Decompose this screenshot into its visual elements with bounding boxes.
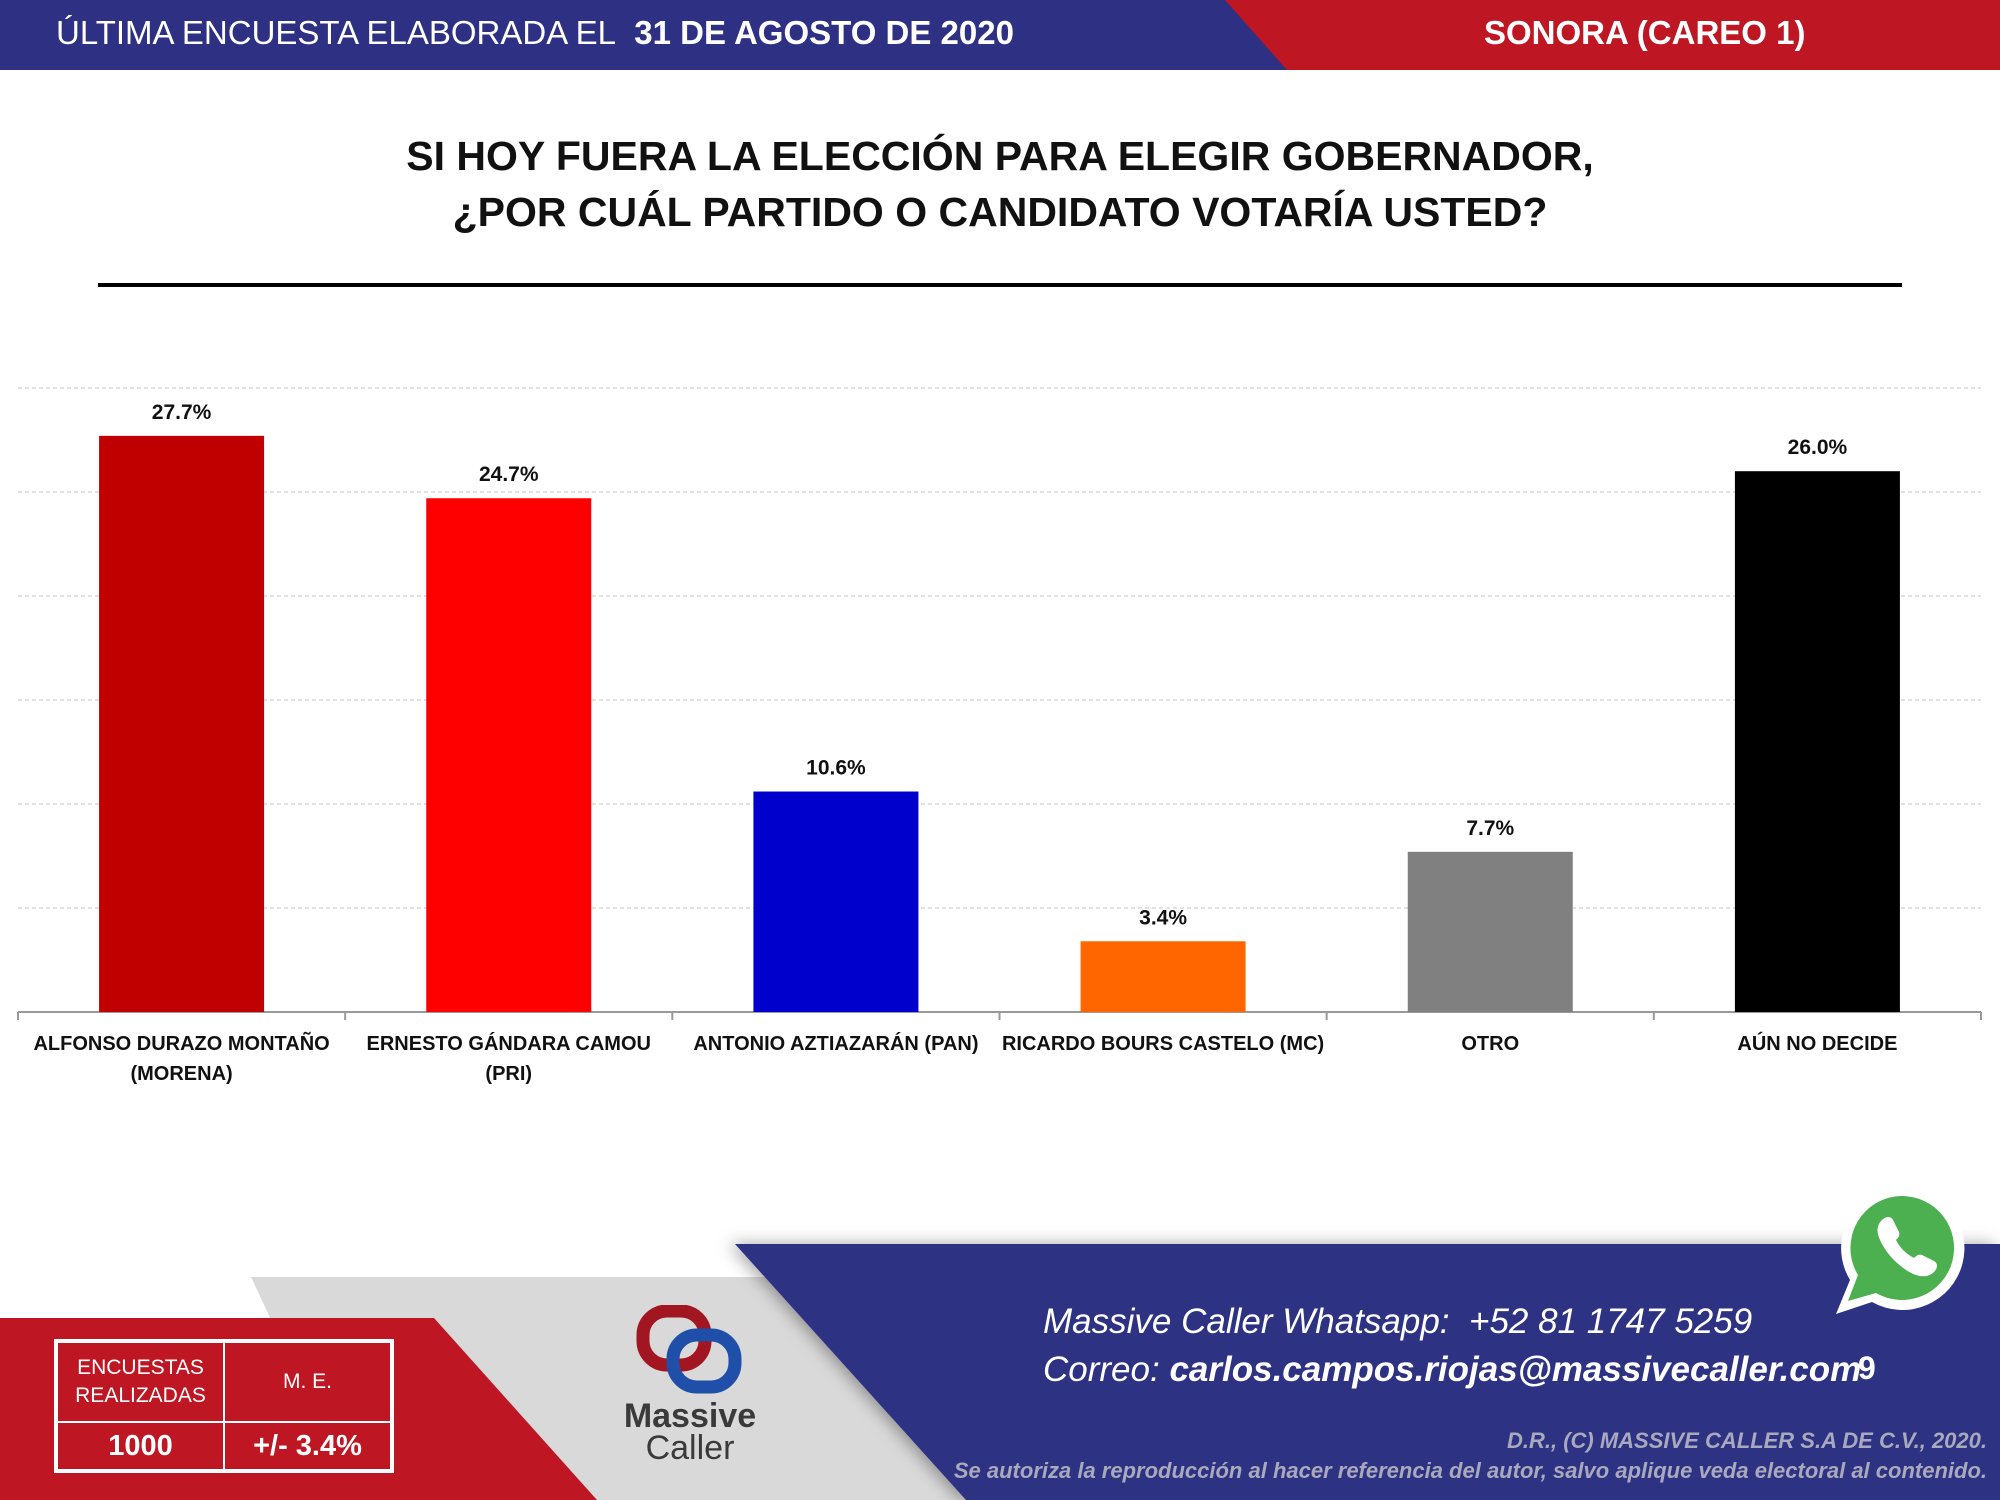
category-label: ANTONIO AZTIAZARÁN (PAN): [693, 1032, 978, 1055]
header-region: SONORA (CAREO 1): [1484, 14, 1806, 51]
category-label: RICARDO BOURS CASTELO (MC): [1002, 1033, 1324, 1055]
bar: [1407, 851, 1573, 1012]
surveys-header: ENCUESTAS REALIZADAS: [57, 1342, 224, 1422]
data-label: 24.7%: [479, 463, 539, 486]
bar: [753, 791, 919, 1012]
data-label: 27.7%: [152, 401, 212, 424]
data-label: 7.7%: [1466, 817, 1514, 840]
category-label: (PRI): [485, 1063, 532, 1085]
chart-title: SI HOY FUERA LA ELECCIÓN PARA ELEGIR GOB…: [0, 128, 2000, 240]
bar: [1734, 471, 1900, 1012]
margin-error-header: M. E.: [224, 1342, 391, 1422]
survey-info-table: ENCUESTAS REALIZADAS M. E. 1000 +/- 3.4%: [54, 1339, 394, 1473]
whatsapp-label: Massive Caller Whatsapp:: [1043, 1302, 1450, 1341]
data-label: 3.4%: [1139, 906, 1187, 929]
whatsapp-number: +52 81 1747 5259: [1469, 1302, 1753, 1341]
data-label: 26.0%: [1788, 436, 1848, 459]
title-line-2: ¿POR CUÁL PARTIDO O CANDIDATO VOTARÍA US…: [452, 189, 1548, 235]
data-label: 10.6%: [806, 757, 866, 780]
logo-mark-icon: [636, 1304, 742, 1394]
header-prefix: ÚLTIMA ENCUESTA ELABORADA EL: [56, 14, 616, 51]
category-label: ALFONSO DURAZO MONTAÑO: [33, 1032, 329, 1055]
category-label: OTRO: [1461, 1033, 1519, 1055]
logo-text-massive: Massive: [623, 1397, 757, 1435]
whatsapp-line: Massive Caller Whatsapp: +52 81 1747 525…: [1043, 1302, 1752, 1342]
surveys-value: 1000: [57, 1422, 224, 1470]
email-address: carlos.campos.riojas@massivecaller.com: [1169, 1350, 1862, 1389]
email-line: Correo: carlos.campos.riojas@massivecall…: [1043, 1350, 1861, 1390]
title-divider: [98, 283, 1902, 287]
email-label: Correo:: [1043, 1350, 1160, 1389]
header-date: 31 DE AGOSTO DE 2020: [634, 14, 1014, 51]
copyright-line-2: Se autoriza la reproducción al hacer ref…: [953, 1458, 1987, 1483]
massive-caller-logo: Massive Caller: [610, 1304, 770, 1467]
bar: [99, 435, 265, 1013]
category-label: AÚN NO DECIDE: [1737, 1031, 1897, 1055]
margin-error-value: +/- 3.4%: [224, 1422, 391, 1470]
copyright-line-1: D.R., (C) MASSIVE CALLER S.A DE C.V., 20…: [1506, 1428, 1987, 1453]
bar: [426, 498, 592, 1012]
category-label: (MORENA): [130, 1063, 232, 1085]
page-number: 9: [1858, 1350, 1876, 1386]
bar: [1080, 941, 1246, 1012]
bar-chart: 27.7% ALFONSO DURAZO MONTAÑO (MORENA) 24.7%…: [17, 387, 1982, 1085]
whatsapp-icon: [1836, 1185, 1965, 1314]
category-label: ERNESTO GÁNDARA CAMOU: [367, 1032, 651, 1055]
title-line-1: SI HOY FUERA LA ELECCIÓN PARA ELEGIR GOB…: [406, 133, 1594, 179]
header-bar: [0, 0, 2000, 70]
header-survey-date: ÚLTIMA ENCUESTA ELABORADA EL 31 DE AGOST…: [56, 14, 1014, 52]
logo-text-caller: Caller: [645, 1429, 735, 1467]
